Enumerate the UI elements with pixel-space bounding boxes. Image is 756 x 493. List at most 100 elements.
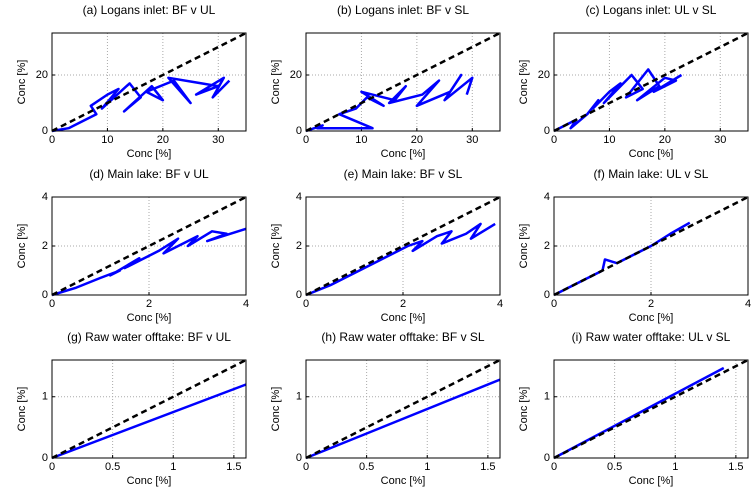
data-line (305, 222, 496, 297)
x-tick-label: 2 (648, 298, 654, 310)
x-axis-label: Conc [%] (629, 148, 674, 160)
y-tick-label: 4 (544, 191, 550, 203)
reference-line (553, 195, 749, 297)
x-tick-label: 0.5 (359, 461, 374, 473)
y-tick-label: 0 (296, 452, 302, 464)
x-tick-label: 0 (49, 461, 55, 473)
x-tick-label: 2 (146, 298, 152, 310)
y-tick-label: 2 (296, 240, 302, 252)
x-tick-label: 30 (714, 134, 726, 146)
x-tick-label: 20 (411, 134, 423, 146)
y-tick-label: 2 (544, 240, 550, 252)
data-line (305, 378, 501, 460)
y-tick-label: 0 (544, 452, 550, 464)
y-tick-label: 0 (544, 289, 550, 301)
x-tick-label: 1 (672, 461, 678, 473)
y-axis-label: Conc [%] (270, 387, 282, 432)
chart-title: (d) Main lake: BF v UL (89, 167, 209, 181)
x-tick-label: 4 (497, 298, 503, 310)
x-tick-label: 0 (49, 134, 55, 146)
x-tick-label: 0 (551, 298, 557, 310)
x-axis-label: Conc [%] (381, 312, 426, 324)
x-axis-label: Conc [%] (629, 475, 674, 487)
chart-title: (e) Main lake: BF v SL (344, 167, 463, 181)
axes-frame (51, 196, 247, 296)
y-tick-label: 20 (36, 69, 48, 81)
y-axis-label: Conc [%] (518, 387, 530, 432)
y-tick-label: 0 (296, 125, 302, 137)
x-tick-label: 2 (400, 298, 406, 310)
data-line (305, 73, 474, 133)
reference-line (553, 31, 749, 133)
axes-frame (305, 32, 501, 132)
x-tick-label: 1 (170, 461, 176, 473)
axes-frame (305, 196, 501, 296)
axes-frame (51, 359, 247, 459)
x-tick-label: 20 (157, 134, 169, 146)
x-tick-label: 0 (303, 461, 309, 473)
axes-frame (553, 196, 749, 296)
reference-line (553, 358, 749, 460)
y-tick-label: 20 (538, 69, 550, 81)
y-tick-label: 0 (42, 452, 48, 464)
chart-title: (b) Logans inlet: BF v SL (337, 3, 469, 17)
y-axis-label: Conc [%] (16, 224, 28, 269)
reference-line (51, 358, 247, 460)
reference-line (305, 195, 501, 297)
data-line (51, 227, 247, 297)
data-line (51, 76, 231, 133)
x-tick-label: 0.5 (105, 461, 120, 473)
x-axis-label: Conc [%] (127, 148, 172, 160)
x-tick-label: 1.5 (728, 461, 743, 473)
chart-title: (f) Main lake: UL v SL (594, 167, 709, 181)
reference-line (305, 31, 501, 133)
x-tick-label: 0 (551, 461, 557, 473)
reference-line (51, 31, 247, 133)
y-axis-label: Conc [%] (16, 60, 28, 105)
y-tick-label: 0 (42, 289, 48, 301)
x-tick-label: 1.5 (226, 461, 241, 473)
y-tick-label: 4 (296, 191, 302, 203)
reference-line (305, 358, 501, 460)
x-tick-label: 4 (243, 298, 249, 310)
chart-title: (i) Raw water offtake: UL v SL (572, 330, 731, 344)
x-tick-label: 10 (355, 134, 367, 146)
y-axis-label: Conc [%] (518, 224, 530, 269)
x-tick-label: 10 (101, 134, 113, 146)
y-tick-label: 0 (42, 125, 48, 137)
x-tick-label: 20 (659, 134, 671, 146)
x-axis-label: Conc [%] (629, 312, 674, 324)
x-axis-label: Conc [%] (381, 475, 426, 487)
x-tick-label: 1.5 (480, 461, 495, 473)
x-tick-label: 0 (303, 134, 309, 146)
y-axis-label: Conc [%] (270, 60, 282, 105)
x-tick-label: 0 (49, 298, 55, 310)
chart-title: (a) Logans inlet: BF v UL (83, 3, 216, 17)
data-line (51, 383, 247, 460)
x-tick-label: 4 (745, 298, 751, 310)
x-tick-label: 30 (212, 134, 224, 146)
y-axis-label: Conc [%] (518, 60, 530, 105)
chart-title: (g) Raw water offtake: BF v UL (67, 330, 231, 344)
chart-title: (c) Logans inlet: UL v SL (586, 3, 717, 17)
y-tick-label: 1 (544, 391, 550, 403)
x-axis-label: Conc [%] (127, 312, 172, 324)
x-tick-label: 0 (303, 298, 309, 310)
chart-title: (h) Raw water offtake: BF v SL (321, 330, 484, 344)
axes-frame (553, 32, 749, 132)
y-tick-label: 1 (42, 391, 48, 403)
y-axis-label: Conc [%] (270, 224, 282, 269)
y-axis-label: Conc [%] (16, 387, 28, 432)
x-axis-label: Conc [%] (127, 475, 172, 487)
x-tick-label: 0 (551, 134, 557, 146)
y-tick-label: 0 (544, 125, 550, 137)
axes-frame (553, 359, 749, 459)
y-tick-label: 1 (296, 391, 302, 403)
x-tick-label: 30 (466, 134, 478, 146)
y-tick-label: 4 (42, 191, 48, 203)
axes-frame (305, 359, 501, 459)
x-tick-label: 0.5 (607, 461, 622, 473)
y-tick-label: 0 (296, 289, 302, 301)
x-tick-label: 10 (603, 134, 615, 146)
